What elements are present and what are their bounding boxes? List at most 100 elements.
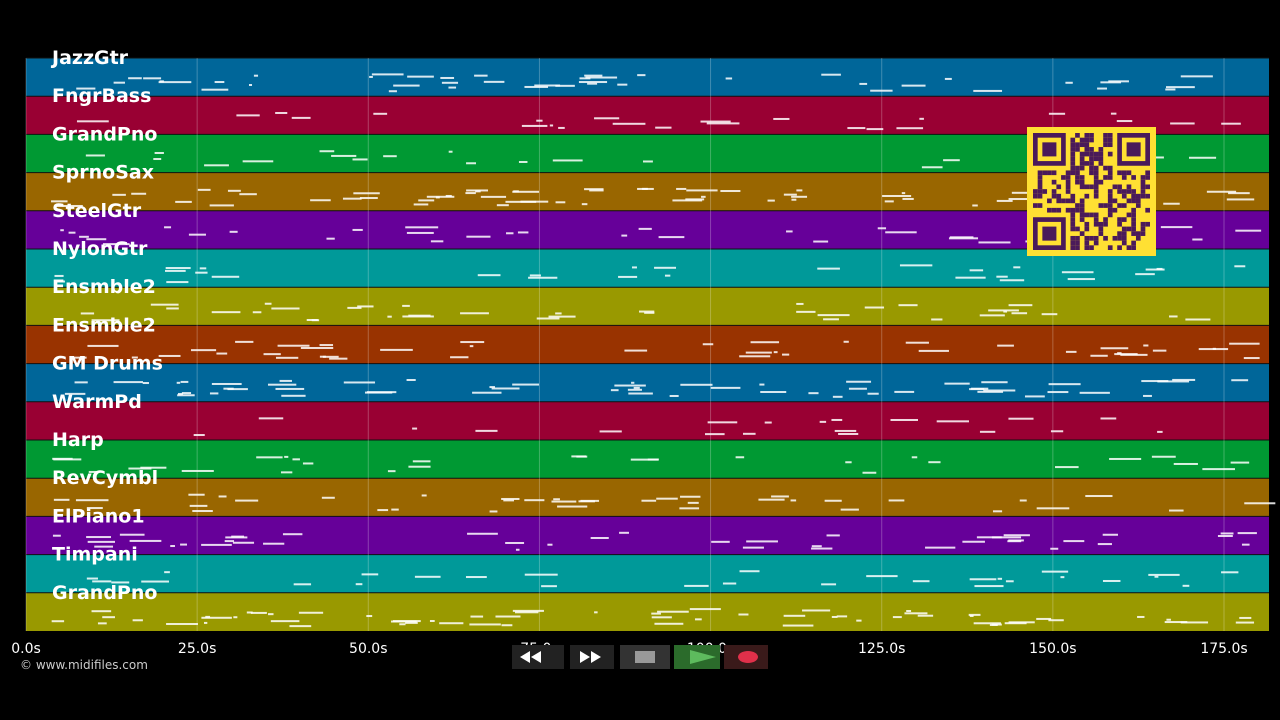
note xyxy=(158,81,192,84)
qr-module xyxy=(1107,189,1113,194)
qr-module xyxy=(1117,184,1122,190)
note xyxy=(142,382,149,385)
qr-module xyxy=(1033,193,1038,199)
note xyxy=(973,89,1003,92)
note xyxy=(69,356,87,359)
qr-module xyxy=(1079,165,1085,171)
note xyxy=(978,241,1011,244)
note xyxy=(796,310,816,313)
note xyxy=(972,204,978,207)
qr-module xyxy=(1112,198,1118,204)
note xyxy=(284,455,289,458)
qr-module xyxy=(1121,217,1127,222)
note xyxy=(76,120,109,123)
note xyxy=(467,532,498,535)
note xyxy=(191,349,217,352)
note xyxy=(1157,430,1163,433)
note xyxy=(388,90,397,93)
note xyxy=(55,280,65,283)
qr-code xyxy=(1027,127,1156,256)
qr-module xyxy=(1140,184,1146,190)
qr-module xyxy=(1121,175,1127,180)
qr-module xyxy=(1121,170,1127,176)
note xyxy=(1217,535,1233,538)
note xyxy=(1182,584,1190,587)
note xyxy=(189,504,208,507)
note xyxy=(387,470,396,473)
note xyxy=(1117,352,1122,355)
note xyxy=(1198,348,1229,351)
note xyxy=(866,575,898,578)
note xyxy=(739,355,771,358)
note xyxy=(1100,417,1117,420)
note xyxy=(845,461,852,464)
note xyxy=(300,346,334,349)
note xyxy=(1100,81,1122,84)
note xyxy=(528,276,558,279)
note xyxy=(391,508,399,511)
qr-module xyxy=(1126,212,1132,218)
qr-module xyxy=(1079,231,1085,236)
note xyxy=(413,203,429,206)
note xyxy=(86,536,112,539)
track-name: Harp xyxy=(52,429,104,451)
note xyxy=(587,82,598,85)
note xyxy=(383,155,397,158)
note xyxy=(817,267,840,270)
note xyxy=(1166,618,1171,621)
note xyxy=(817,314,850,317)
qr-module xyxy=(1084,212,1090,218)
note xyxy=(181,392,192,395)
qr-module xyxy=(1140,231,1146,236)
note xyxy=(771,495,789,498)
note xyxy=(195,271,208,274)
note xyxy=(991,536,1022,539)
note xyxy=(377,509,389,512)
note xyxy=(225,536,248,539)
note xyxy=(465,576,487,579)
note xyxy=(680,495,701,498)
note xyxy=(76,87,96,90)
note xyxy=(218,495,227,498)
note xyxy=(342,197,362,200)
note xyxy=(501,497,520,500)
qr-module xyxy=(1037,189,1043,194)
note xyxy=(1170,122,1195,125)
qr-module xyxy=(1093,175,1099,180)
note xyxy=(783,614,806,617)
qr-module xyxy=(1140,179,1146,185)
note xyxy=(590,536,609,539)
qr-module xyxy=(1131,226,1136,232)
note xyxy=(355,583,363,586)
note xyxy=(292,458,300,461)
note xyxy=(578,81,608,84)
note xyxy=(627,388,642,391)
note xyxy=(1143,394,1152,397)
qr-module xyxy=(1065,175,1071,180)
note xyxy=(402,315,434,318)
note xyxy=(949,236,974,239)
note xyxy=(1235,621,1255,624)
qr-module xyxy=(1103,165,1108,171)
note xyxy=(581,203,588,206)
note xyxy=(1048,383,1081,386)
qr-module xyxy=(1093,212,1099,218)
note xyxy=(700,120,731,123)
qr-module xyxy=(1079,212,1085,218)
note xyxy=(466,162,477,165)
note xyxy=(496,204,509,207)
qr-module xyxy=(1107,212,1113,218)
note xyxy=(746,540,778,543)
note xyxy=(866,128,884,131)
note xyxy=(1008,417,1034,420)
note xyxy=(831,418,843,421)
note xyxy=(870,89,893,92)
note xyxy=(1061,271,1094,274)
qr-module xyxy=(1131,198,1136,204)
note xyxy=(790,499,797,502)
note xyxy=(584,74,603,77)
note xyxy=(657,610,689,613)
qr-module xyxy=(1079,207,1085,213)
note xyxy=(192,510,213,513)
note xyxy=(641,499,657,502)
